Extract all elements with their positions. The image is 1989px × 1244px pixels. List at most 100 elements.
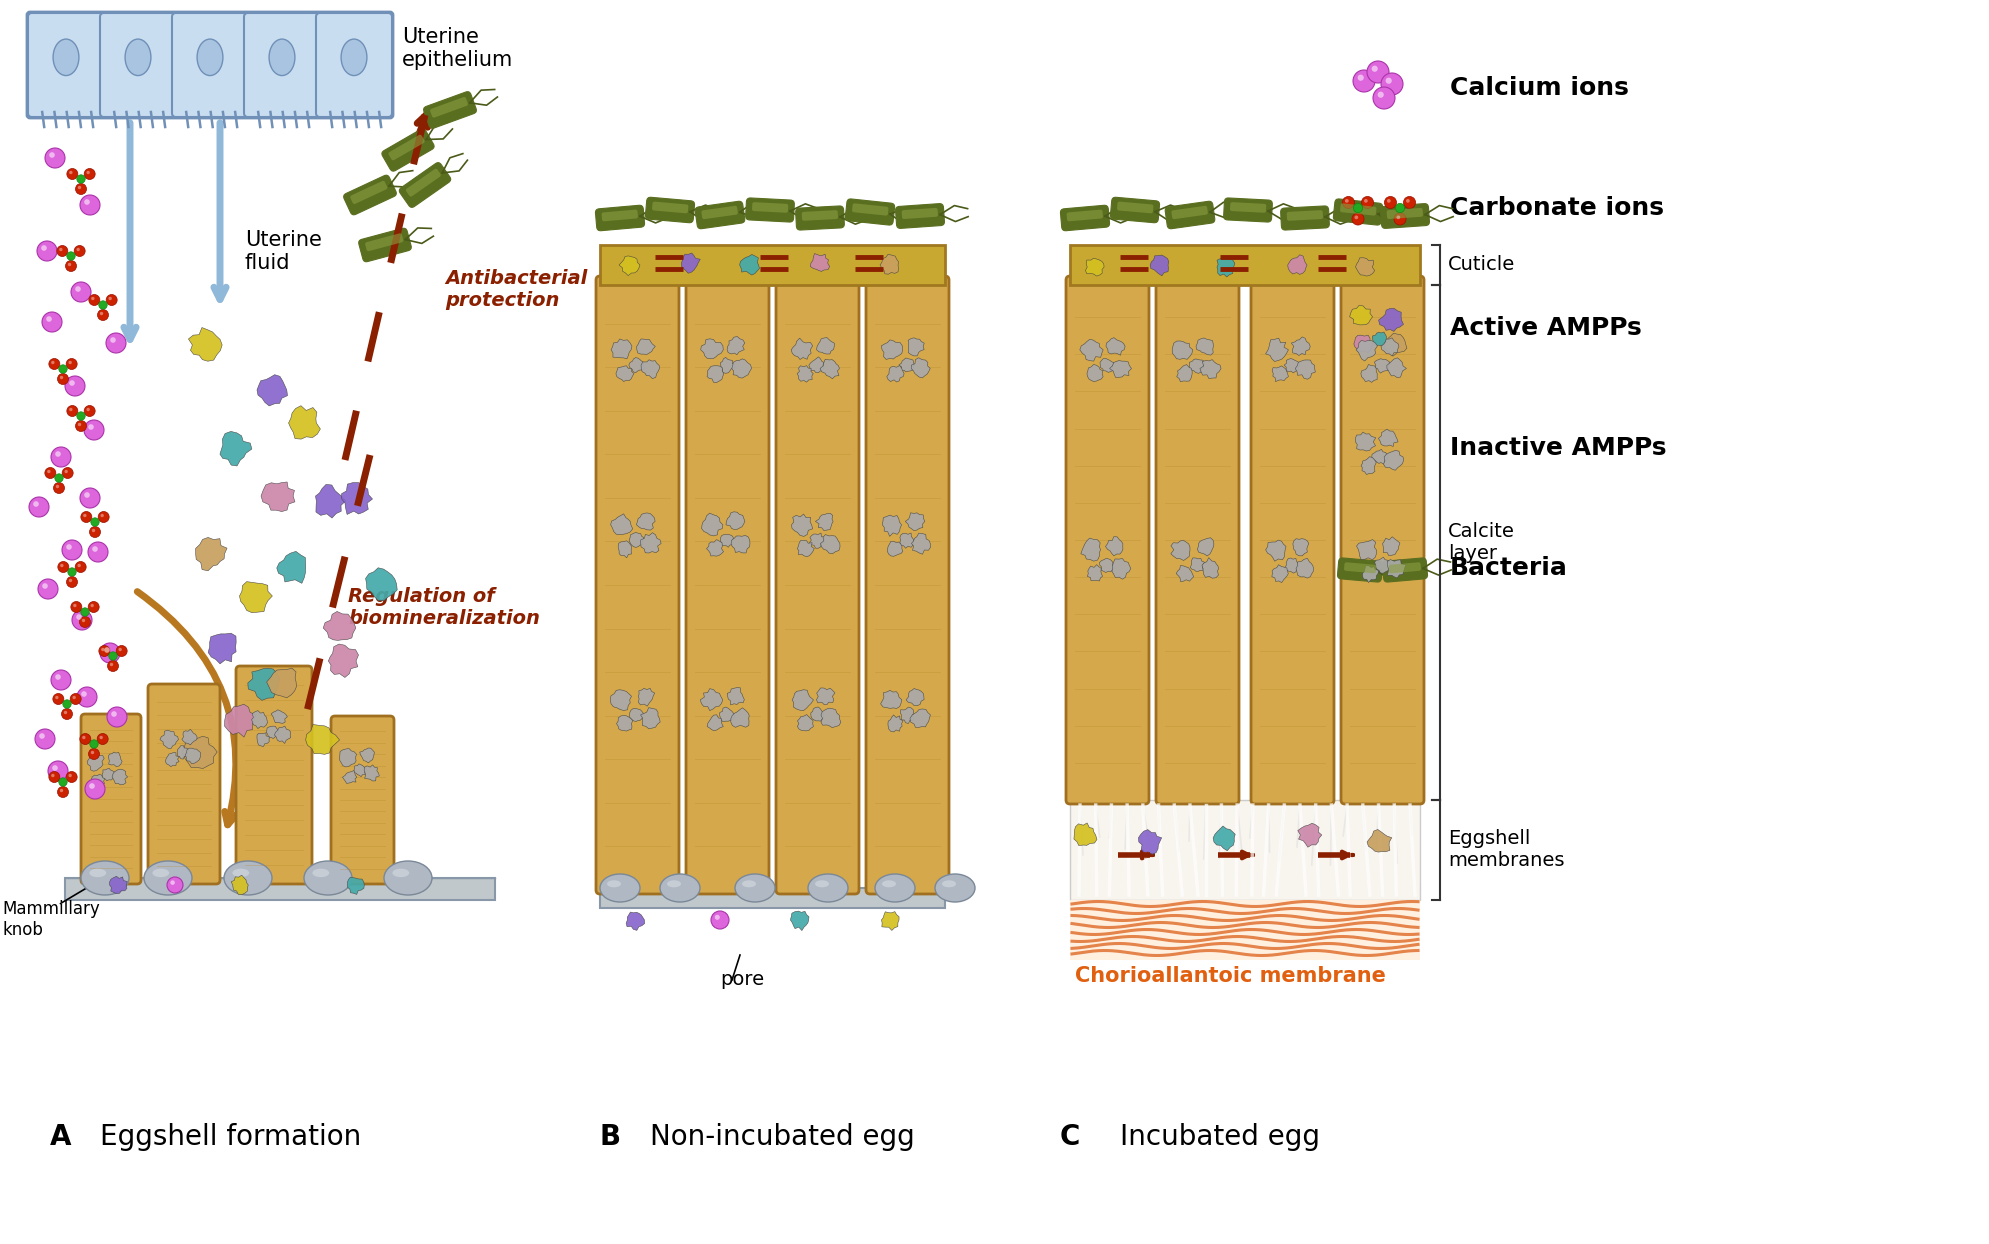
Polygon shape <box>1213 826 1235 851</box>
Circle shape <box>30 498 50 518</box>
FancyBboxPatch shape <box>330 717 394 884</box>
Circle shape <box>68 567 76 576</box>
Polygon shape <box>271 710 286 723</box>
FancyBboxPatch shape <box>406 169 442 197</box>
Polygon shape <box>798 714 814 731</box>
Bar <box>601 245 945 285</box>
Ellipse shape <box>90 868 105 877</box>
Polygon shape <box>342 770 356 784</box>
Polygon shape <box>881 690 901 708</box>
FancyBboxPatch shape <box>796 207 845 230</box>
Polygon shape <box>636 338 654 355</box>
Circle shape <box>101 514 103 518</box>
Text: Calcium ions: Calcium ions <box>1450 76 1629 100</box>
Bar <box>66 878 495 899</box>
Polygon shape <box>629 357 644 373</box>
Circle shape <box>52 447 72 466</box>
Circle shape <box>78 423 82 427</box>
Polygon shape <box>342 483 372 515</box>
Circle shape <box>68 262 72 266</box>
Polygon shape <box>887 541 903 556</box>
Polygon shape <box>702 513 722 536</box>
Ellipse shape <box>666 881 680 887</box>
Polygon shape <box>1138 830 1162 855</box>
Polygon shape <box>790 911 810 931</box>
Ellipse shape <box>815 881 829 887</box>
Circle shape <box>76 561 86 572</box>
Text: Bacteria: Bacteria <box>1450 556 1567 580</box>
Polygon shape <box>1355 432 1376 452</box>
Polygon shape <box>817 688 835 704</box>
Circle shape <box>1358 75 1364 81</box>
Circle shape <box>78 687 97 707</box>
Polygon shape <box>879 254 899 274</box>
Text: Inactive AMPPs: Inactive AMPPs <box>1450 435 1667 460</box>
Polygon shape <box>1150 255 1170 276</box>
FancyBboxPatch shape <box>652 202 688 213</box>
FancyBboxPatch shape <box>400 163 452 208</box>
FancyBboxPatch shape <box>1251 276 1335 804</box>
Circle shape <box>70 381 76 386</box>
FancyBboxPatch shape <box>237 666 312 884</box>
Polygon shape <box>288 406 320 439</box>
Circle shape <box>86 408 90 412</box>
Circle shape <box>1353 203 1362 213</box>
Polygon shape <box>1172 540 1189 561</box>
Polygon shape <box>627 912 644 931</box>
Circle shape <box>91 546 97 552</box>
Circle shape <box>90 526 101 537</box>
Polygon shape <box>720 707 736 722</box>
Circle shape <box>36 729 56 749</box>
Circle shape <box>68 361 72 364</box>
Polygon shape <box>1356 540 1376 560</box>
Circle shape <box>46 468 56 479</box>
Polygon shape <box>798 540 814 556</box>
Polygon shape <box>1110 361 1132 377</box>
Circle shape <box>97 310 109 321</box>
Circle shape <box>84 493 90 498</box>
Polygon shape <box>728 337 744 355</box>
Ellipse shape <box>660 875 700 902</box>
FancyBboxPatch shape <box>1060 205 1110 230</box>
Circle shape <box>1406 199 1410 203</box>
Polygon shape <box>1088 565 1102 581</box>
Polygon shape <box>1273 366 1289 382</box>
Polygon shape <box>1271 565 1289 582</box>
Circle shape <box>1372 87 1394 109</box>
Circle shape <box>1372 66 1378 72</box>
Circle shape <box>97 734 107 744</box>
Circle shape <box>1396 215 1400 219</box>
Circle shape <box>111 712 117 717</box>
Ellipse shape <box>82 861 129 894</box>
Circle shape <box>78 175 86 183</box>
Polygon shape <box>1372 332 1386 346</box>
Polygon shape <box>1356 258 1374 276</box>
FancyBboxPatch shape <box>430 97 467 118</box>
Polygon shape <box>1265 540 1287 561</box>
Polygon shape <box>909 338 925 356</box>
FancyBboxPatch shape <box>686 276 770 894</box>
Text: Active AMPPs: Active AMPPs <box>1450 316 1641 340</box>
Circle shape <box>97 511 109 522</box>
Circle shape <box>66 376 86 396</box>
Polygon shape <box>111 769 127 785</box>
FancyBboxPatch shape <box>746 198 794 221</box>
Ellipse shape <box>392 868 410 877</box>
FancyBboxPatch shape <box>28 12 103 117</box>
Polygon shape <box>732 535 750 552</box>
Polygon shape <box>1295 360 1315 379</box>
Polygon shape <box>1217 258 1235 277</box>
Circle shape <box>84 514 88 518</box>
FancyBboxPatch shape <box>776 276 859 894</box>
Circle shape <box>60 376 64 379</box>
Circle shape <box>74 245 86 256</box>
Ellipse shape <box>143 861 193 894</box>
Polygon shape <box>617 366 634 382</box>
FancyBboxPatch shape <box>1333 199 1382 225</box>
Circle shape <box>52 765 58 771</box>
Polygon shape <box>253 710 267 729</box>
Polygon shape <box>360 748 374 763</box>
Polygon shape <box>1380 338 1398 356</box>
Circle shape <box>76 615 82 620</box>
Circle shape <box>91 751 93 754</box>
